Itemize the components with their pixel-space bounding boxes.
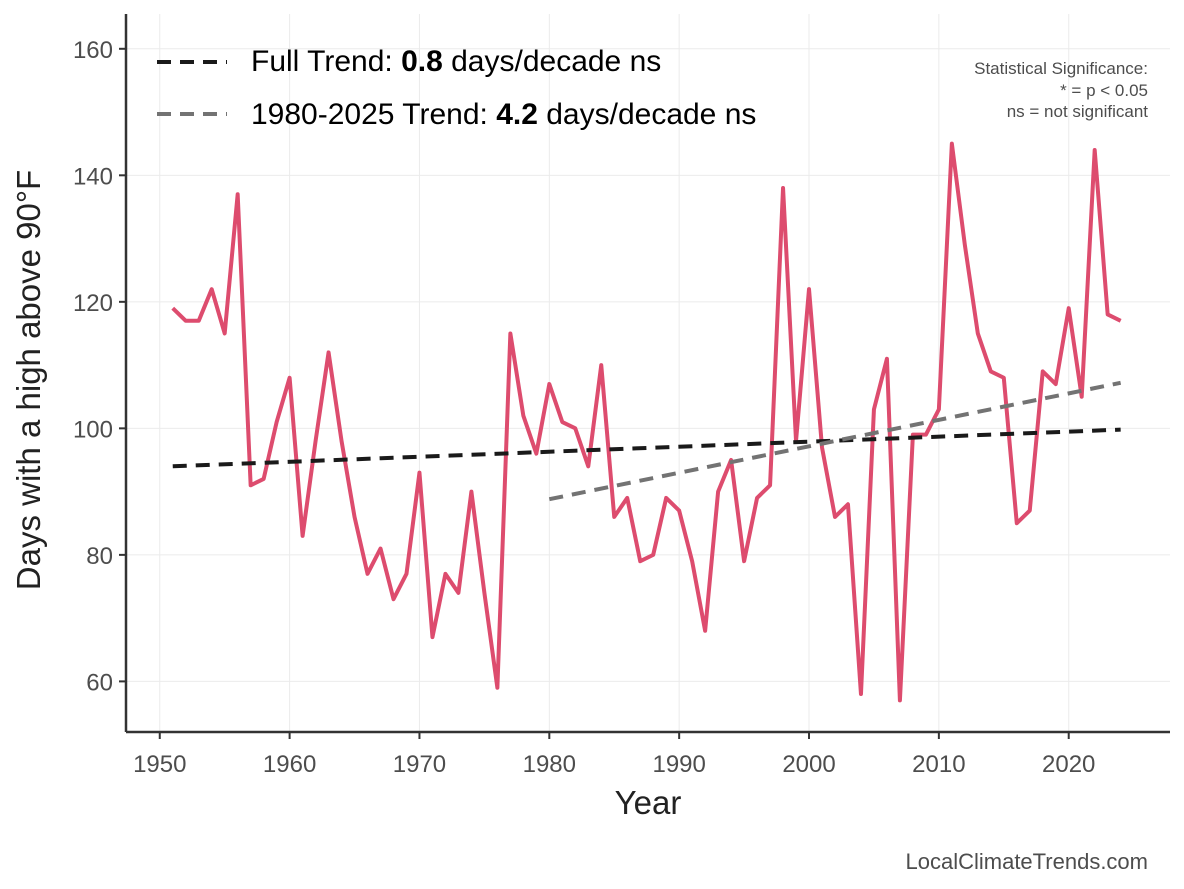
x-tick-label: 2000 xyxy=(782,751,835,778)
grid xyxy=(126,14,1170,732)
y-axis-title: Days with a high above 90°F xyxy=(10,170,47,590)
x-tick-label: 1980 xyxy=(523,751,576,778)
series-layer xyxy=(171,141,1122,703)
significance-note: Statistical Significance: * = p < 0.05 n… xyxy=(974,59,1148,121)
significance-line-3: ns = not significant xyxy=(1007,102,1149,121)
recent-trend-line xyxy=(548,380,1122,502)
x-tick-label: 1990 xyxy=(652,751,705,778)
significance-line-2: * = p < 0.05 xyxy=(1060,81,1148,100)
legend-full-value: 0.8 xyxy=(401,45,443,78)
legend-recent-value: 4.2 xyxy=(496,98,538,131)
x-tick-label: 2010 xyxy=(912,751,965,778)
x-ticks: 1950 1960 1970 1980 1990 2000 2010 2020 xyxy=(133,732,1095,778)
legend: Full Trend: 0.8 days/decade ns 1980-2025… xyxy=(157,45,756,131)
full-trend-line xyxy=(172,427,1121,469)
legend-full-suffix: days/decade ns xyxy=(443,45,661,78)
legend-entry-full-trend: Full Trend: 0.8 days/decade ns xyxy=(251,45,661,78)
significance-line-1: Statistical Significance: xyxy=(974,59,1148,78)
credit-text: LocalClimateTrends.com xyxy=(906,849,1149,874)
x-tick-label: 1960 xyxy=(263,751,316,778)
x-tick-label: 1950 xyxy=(133,751,186,778)
y-tick-label: 60 xyxy=(86,669,113,696)
y-tick-label: 140 xyxy=(73,163,113,190)
legend-entry-recent-trend: 1980-2025 Trend: 4.2 days/decade ns xyxy=(251,98,756,131)
annual-days-line xyxy=(171,141,1122,703)
y-tick-label: 80 xyxy=(86,543,113,570)
legend-full-prefix: Full Trend: xyxy=(251,45,401,78)
y-ticks: 60 80 100 120 140 160 xyxy=(73,37,126,696)
legend-recent-prefix: 1980-2025 Trend: xyxy=(251,98,496,131)
y-tick-label: 120 xyxy=(73,290,113,317)
legend-recent-suffix: days/decade ns xyxy=(538,98,756,131)
y-tick-label: 160 xyxy=(73,37,113,64)
x-axis-title: Year xyxy=(615,784,682,821)
x-tick-label: 2020 xyxy=(1042,751,1095,778)
y-tick-label: 100 xyxy=(73,416,113,443)
x-tick-label: 1970 xyxy=(393,751,446,778)
